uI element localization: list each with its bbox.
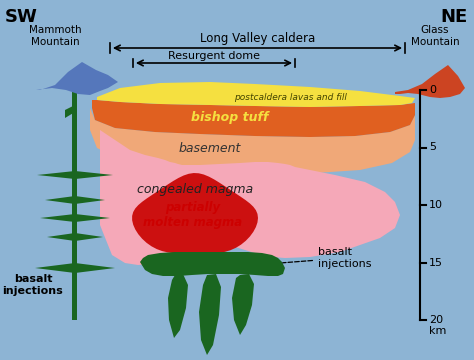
Polygon shape	[92, 100, 415, 137]
Polygon shape	[100, 130, 400, 265]
Text: km: km	[429, 326, 447, 336]
Polygon shape	[37, 171, 113, 179]
Polygon shape	[65, 105, 75, 118]
Text: 5: 5	[429, 143, 436, 153]
Polygon shape	[232, 274, 254, 335]
Text: 15: 15	[429, 257, 443, 267]
Text: basalt
injections: basalt injections	[3, 274, 64, 296]
Polygon shape	[40, 214, 110, 222]
Text: SW: SW	[5, 8, 38, 26]
Polygon shape	[395, 65, 465, 98]
Polygon shape	[20, 62, 118, 95]
Polygon shape	[132, 173, 258, 253]
Text: Mammoth
Mountain: Mammoth Mountain	[29, 25, 82, 46]
Text: postcaldera lavas and fill: postcaldera lavas and fill	[234, 93, 346, 102]
Text: Long Valley caldera: Long Valley caldera	[200, 32, 315, 45]
Text: NE: NE	[441, 8, 468, 26]
Text: basement: basement	[179, 141, 241, 154]
Text: 10: 10	[429, 200, 443, 210]
Polygon shape	[199, 274, 221, 355]
Polygon shape	[140, 252, 285, 276]
Text: 20: 20	[429, 315, 443, 325]
Text: basalt
injections: basalt injections	[283, 247, 372, 269]
Text: bishop tuff: bishop tuff	[191, 112, 269, 125]
Text: congealed magma: congealed magma	[137, 184, 253, 197]
Polygon shape	[73, 90, 78, 320]
Text: 0: 0	[429, 85, 436, 95]
Text: Resurgent dome: Resurgent dome	[168, 51, 260, 61]
Text: partially
molten magma: partially molten magma	[144, 201, 243, 229]
Polygon shape	[45, 196, 105, 204]
Polygon shape	[90, 108, 415, 173]
Polygon shape	[168, 274, 188, 338]
Polygon shape	[35, 263, 115, 273]
Polygon shape	[47, 233, 103, 241]
Polygon shape	[97, 82, 415, 107]
Text: Glass
Mountain: Glass Mountain	[410, 25, 459, 46]
